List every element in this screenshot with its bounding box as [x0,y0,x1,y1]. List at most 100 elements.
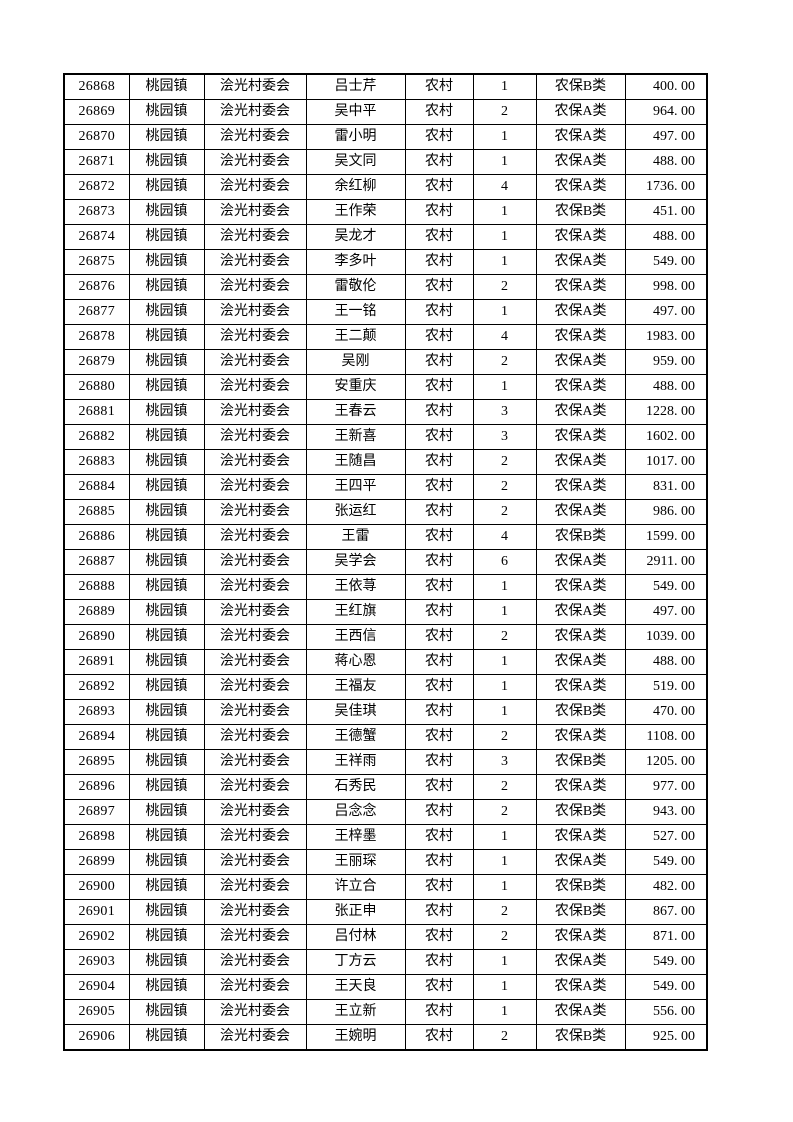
cell-name: 王丽琛 [305,849,406,875]
cell-category: 农村 [404,549,474,575]
cell-id: 26906 [63,1024,130,1051]
cell-category: 农村 [404,774,474,800]
cell-insurance: 农保A类 [535,574,626,600]
cell-village: 浍光村委会 [203,849,307,875]
cell-count: 1 [472,149,537,175]
cell-village: 浍光村委会 [203,749,307,775]
table-row: 26889 桃园镇 浍光村委会 王红旗 农村 1 农保A类 497. 00 [63,599,708,625]
cell-count: 2 [472,1024,537,1051]
cell-amount: 482. 00 [624,874,708,900]
cell-amount: 527. 00 [624,824,708,850]
table-row: 26881 桃园镇 浍光村委会 王春云 农村 3 农保A类 1228. 00 [63,399,708,425]
cell-count: 1 [472,299,537,325]
table-row: 26872 桃园镇 浍光村委会 余红柳 农村 4 农保A类 1736. 00 [63,174,708,200]
table-row: 26884 桃园镇 浍光村委会 王四平 农村 2 农保A类 831. 00 [63,474,708,500]
cell-id: 26887 [63,549,130,575]
table-row: 26899 桃园镇 浍光村委会 王丽琛 农村 1 农保A类 549. 00 [63,849,708,875]
cell-count: 2 [472,924,537,950]
table-row: 26880 桃园镇 浍光村委会 安重庆 农村 1 农保A类 488. 00 [63,374,708,400]
cell-insurance: 农保A类 [535,849,626,875]
cell-insurance: 农保A类 [535,974,626,1000]
cell-id: 26869 [63,99,130,125]
cell-insurance: 农保A类 [535,724,626,750]
cell-amount: 943. 00 [624,799,708,825]
cell-count: 1 [472,999,537,1025]
cell-category: 农村 [404,374,474,400]
cell-id: 26900 [63,874,130,900]
cell-count: 1 [472,874,537,900]
cell-category: 农村 [404,749,474,775]
cell-id: 26879 [63,349,130,375]
cell-insurance: 农保A类 [535,174,626,200]
cell-name: 王作荣 [305,199,406,225]
cell-name: 雷敬伦 [305,274,406,300]
cell-village: 浍光村委会 [203,549,307,575]
cell-name: 王祥雨 [305,749,406,775]
cell-insurance: 农保A类 [535,774,626,800]
cell-amount: 2911. 00 [624,549,708,575]
cell-town: 桃园镇 [128,674,205,700]
cell-village: 浍光村委会 [203,924,307,950]
cell-name: 王红旗 [305,599,406,625]
cell-town: 桃园镇 [128,224,205,250]
cell-count: 2 [472,349,537,375]
cell-town: 桃园镇 [128,324,205,350]
cell-insurance: 农保A类 [535,449,626,475]
cell-id: 26880 [63,374,130,400]
cell-village: 浍光村委会 [203,324,307,350]
table-row: 26895 桃园镇 浍光村委会 王祥雨 农村 3 农保B类 1205. 00 [63,749,708,775]
cell-town: 桃园镇 [128,874,205,900]
cell-category: 农村 [404,699,474,725]
cell-town: 桃园镇 [128,374,205,400]
cell-category: 农村 [404,824,474,850]
cell-amount: 549. 00 [624,574,708,600]
cell-insurance: 农保A类 [535,924,626,950]
table-row: 26906 桃园镇 浍光村委会 王婉明 农村 2 农保B类 925. 00 [63,1024,708,1051]
cell-count: 1 [472,824,537,850]
cell-town: 桃园镇 [128,349,205,375]
cell-amount: 1205. 00 [624,749,708,775]
cell-count: 2 [472,774,537,800]
cell-id: 26898 [63,824,130,850]
cell-id: 26878 [63,324,130,350]
cell-category: 农村 [404,874,474,900]
cell-count: 2 [472,449,537,475]
cell-insurance: 农保A类 [535,399,626,425]
cell-count: 1 [472,224,537,250]
cell-village: 浍光村委会 [203,124,307,150]
cell-amount: 959. 00 [624,349,708,375]
cell-category: 农村 [404,349,474,375]
cell-count: 1 [472,974,537,1000]
table-row: 26887 桃园镇 浍光村委会 吴学会 农村 6 农保A类 2911. 00 [63,549,708,575]
table-row: 26869 桃园镇 浍光村委会 吴中平 农村 2 农保A类 964. 00 [63,99,708,125]
cell-insurance: 农保A类 [535,99,626,125]
cell-name: 吴中平 [305,99,406,125]
table-row: 26901 桃园镇 浍光村委会 张正申 农村 2 农保B类 867. 00 [63,899,708,925]
cell-amount: 556. 00 [624,999,708,1025]
cell-amount: 831. 00 [624,474,708,500]
cell-name: 余红柳 [305,174,406,200]
cell-amount: 998. 00 [624,274,708,300]
cell-count: 2 [472,899,537,925]
cell-amount: 400. 00 [624,73,708,100]
cell-name: 吕付林 [305,924,406,950]
cell-amount: 1602. 00 [624,424,708,450]
cell-insurance: 农保A类 [535,474,626,500]
cell-count: 1 [472,374,537,400]
cell-category: 农村 [404,924,474,950]
cell-town: 桃园镇 [128,449,205,475]
cell-name: 吴学会 [305,549,406,575]
cell-town: 桃园镇 [128,124,205,150]
cell-town: 桃园镇 [128,299,205,325]
cell-name: 王西信 [305,624,406,650]
cell-village: 浍光村委会 [203,649,307,675]
table-row: 26893 桃园镇 浍光村委会 吴佳琪 农村 1 农保B类 470. 00 [63,699,708,725]
cell-id: 26893 [63,699,130,725]
cell-id: 26874 [63,224,130,250]
cell-town: 桃园镇 [128,399,205,425]
cell-name: 吕念念 [305,799,406,825]
cell-town: 桃园镇 [128,73,205,100]
cell-amount: 1017. 00 [624,449,708,475]
cell-category: 农村 [404,424,474,450]
cell-village: 浍光村委会 [203,774,307,800]
